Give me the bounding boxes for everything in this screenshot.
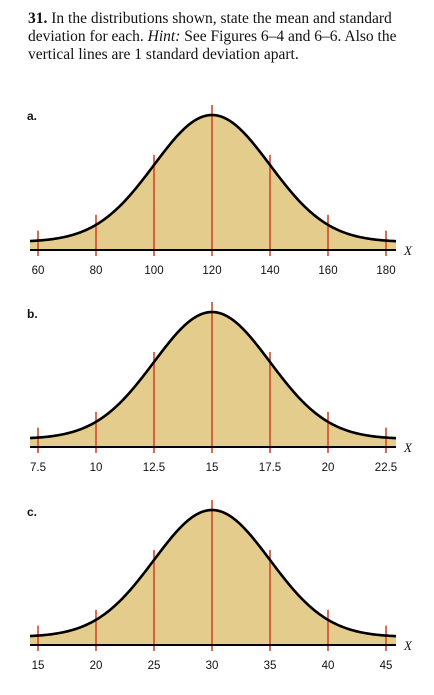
normal-curve: [29, 508, 397, 638]
tick-label: 15: [206, 462, 219, 474]
problem-text-1: In the distributions shown, state the me…: [28, 10, 392, 45]
tick-label: 30: [206, 660, 219, 672]
problem-statement: 31. In the distributions shown, state th…: [28, 10, 420, 64]
curve-area-fill: [30, 312, 396, 447]
chart-c: 15 20 25 30 35 40 45 X: [0, 495, 434, 695]
axis-variable-label: X: [403, 243, 413, 258]
tick-label: 160: [318, 265, 337, 277]
tick-label: 17.5: [259, 462, 281, 474]
axis-variable-label: X: [403, 440, 413, 455]
tick-label: 7.5: [30, 462, 46, 474]
tick-label: 120: [202, 265, 221, 277]
normal-curve-chart-a: 60 80 100 120 140 160 180 X: [29, 105, 413, 277]
part-label-b: b.: [27, 307, 38, 321]
axis-variable-label: X: [403, 638, 413, 653]
chart-b: 7.5 10 12.5 15 17.5 20 22.5 X: [0, 297, 434, 497]
problem-text-2: See Figures 6–4 and 6–6. Also the vertic…: [28, 28, 397, 63]
part-label-c: c.: [27, 505, 38, 519]
tick-label: 22.5: [375, 462, 397, 474]
tick-label: 60: [32, 265, 45, 277]
tick-label: 35: [264, 660, 277, 672]
normal-curve: [29, 113, 397, 243]
tick-label: 40: [322, 660, 335, 672]
tick-label: 45: [380, 660, 393, 672]
curve-area-fill: [30, 510, 396, 645]
part-label-a: a.: [27, 109, 38, 123]
tick-label: 15: [32, 660, 45, 672]
curve-area-fill: [30, 115, 396, 250]
tick-label: 10: [90, 462, 103, 474]
tick-label: 20: [322, 462, 335, 474]
normal-curve-chart-b: 7.5 10 12.5 15 17.5 20 22.5 X: [29, 302, 413, 474]
problem-number: 31.: [28, 10, 48, 27]
tick-label: 12.5: [143, 462, 165, 474]
tick-label: 80: [90, 265, 103, 277]
tick-label: 140: [260, 265, 279, 277]
normal-curve: [29, 310, 397, 440]
tick-label: 100: [144, 265, 163, 277]
tick-label: 25: [148, 660, 161, 672]
hint-label: Hint:: [147, 28, 181, 45]
tick-label: 20: [90, 660, 103, 672]
normal-curve-chart-c: 15 20 25 30 35 40 45 X: [29, 500, 413, 672]
tick-label: 180: [376, 265, 395, 277]
chart-a: 60 80 100 120 140 160 180 X: [0, 100, 434, 300]
